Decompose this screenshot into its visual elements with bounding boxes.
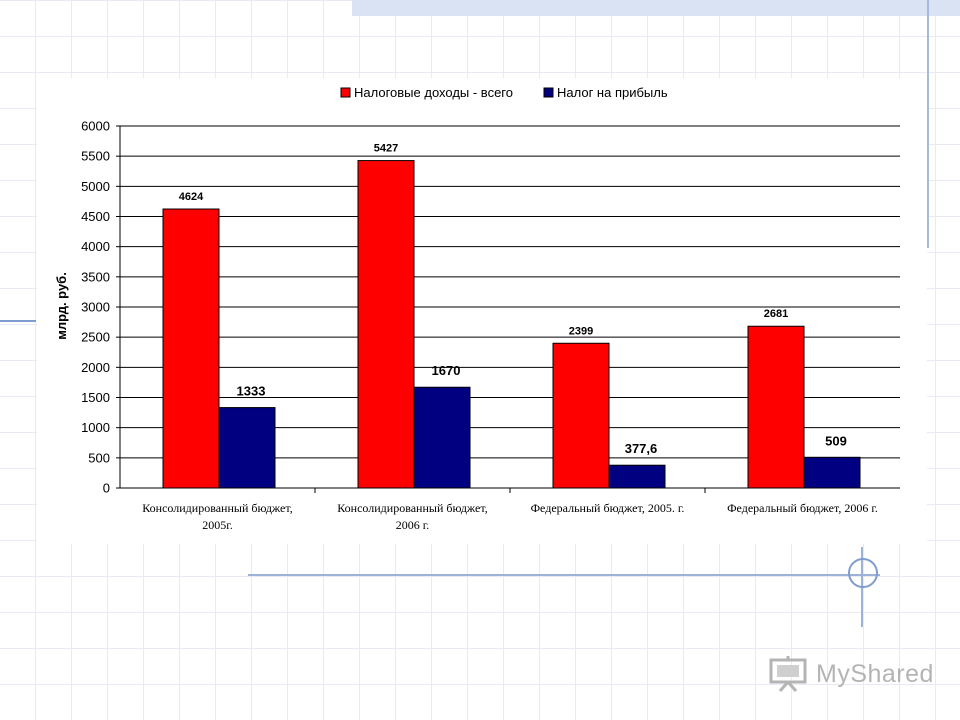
y-tick-label: 4000: [81, 239, 110, 254]
x-category-label: Консолидированный бюджет,: [142, 501, 292, 515]
circle-decor-icon: [848, 558, 878, 588]
bar-total-tax-income: [357, 160, 415, 489]
data-label-profit-tax: 509: [825, 433, 847, 448]
legend-swatch-profit-tax: [543, 87, 554, 98]
y-tick-label: 3000: [81, 300, 110, 315]
y-tick-label: 2000: [81, 360, 110, 375]
x-category-label: Федеральный бюджет, 2006 г.: [727, 501, 878, 515]
data-label-profit-tax: 1670: [432, 363, 461, 378]
projector-icon: [769, 656, 807, 692]
legend-swatch-total-tax-income: [340, 87, 351, 98]
y-axis-label: млрд. руб.: [54, 272, 69, 340]
y-tick-label: 3500: [81, 269, 110, 284]
data-label-total-tax-income: 2681: [764, 308, 788, 320]
y-tick-label: 5500: [81, 149, 110, 164]
y-tick-label: 0: [103, 481, 110, 496]
y-tick-label: 6000: [81, 119, 110, 134]
legend-label-profit-tax: Налог на прибыль: [557, 85, 668, 100]
data-label-total-tax-income: 5427: [374, 143, 398, 155]
data-label-total-tax-income: 2399: [569, 325, 593, 337]
data-label-total-tax-income: 4624: [179, 191, 204, 203]
x-category-label: 2006 г.: [396, 518, 430, 532]
data-label-profit-tax: 377,6: [625, 441, 658, 456]
watermark: MyShared: [768, 656, 934, 692]
bar-profit-tax: [218, 407, 276, 489]
x-category-label: 2005г.: [202, 518, 233, 532]
watermark-text: MyShared: [816, 659, 934, 688]
left-decor-tick: [0, 320, 36, 322]
y-tick-label: 1500: [81, 390, 110, 405]
y-tick-label: 4500: [81, 209, 110, 224]
bar-profit-tax: [803, 456, 861, 489]
top-decor-band: [352, 0, 960, 16]
right-decor-line: [927, 0, 929, 248]
bar-total-tax-income: [747, 325, 805, 489]
y-tick-label: 500: [88, 450, 110, 465]
x-category-label: Федеральный бюджет, 2005. г.: [531, 501, 685, 515]
bar-total-tax-income: [162, 208, 220, 489]
x-category-label: Консолидированный бюджет,: [337, 501, 487, 515]
bottom-decor-line: [248, 574, 880, 576]
bar-profit-tax: [413, 386, 471, 489]
y-tick-label: 5000: [81, 179, 110, 194]
bar-total-tax-income: [552, 342, 610, 489]
data-label-profit-tax: 1333: [237, 384, 266, 399]
legend-label-total-tax-income: Налоговые доходы - всего: [354, 85, 513, 100]
y-tick-label: 1000: [81, 420, 110, 435]
y-tick-label: 2500: [81, 330, 110, 345]
bar-profit-tax: [608, 464, 666, 489]
